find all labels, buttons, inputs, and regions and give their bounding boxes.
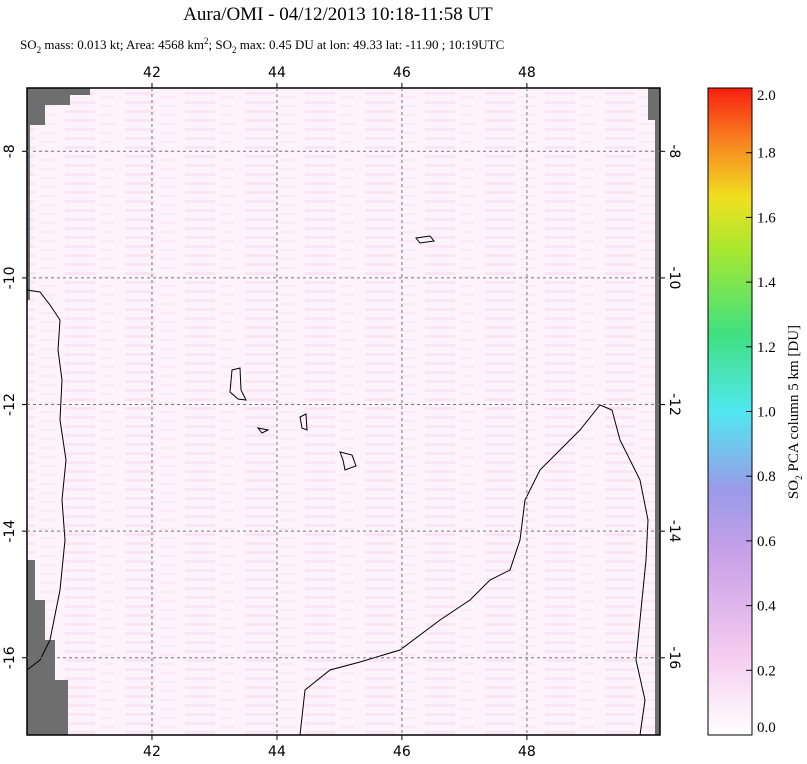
no-data xyxy=(27,560,68,735)
subtitle-sub: 2 xyxy=(37,45,42,55)
colorbar-tick-label: 0.6 xyxy=(757,534,776,550)
y-tick-label: -8 xyxy=(2,144,18,158)
map xyxy=(26,88,660,736)
colorbar-tick-label: 1.6 xyxy=(757,210,776,226)
x-tick-label: 48 xyxy=(518,65,536,81)
y-tick-label: -14 xyxy=(2,520,18,543)
colorbar-tick-label: 1.0 xyxy=(757,405,776,421)
x-tick-label: 46 xyxy=(393,744,411,759)
colorbar-tick-label: 1.2 xyxy=(757,340,776,356)
x-tick-label: 44 xyxy=(268,744,286,759)
x-tick-label: 42 xyxy=(143,65,161,81)
colorbar-tick-label: 1.8 xyxy=(757,146,776,162)
subtitle-sup: 2 xyxy=(204,36,209,46)
x-tick-label: 44 xyxy=(268,65,286,81)
y-tick-label: -8 xyxy=(666,144,682,158)
colorbar-label: SO2 PCA column 5 km [DU] xyxy=(786,325,804,499)
subtitle-part: mass: 0.013 kt; Area: 4568 km xyxy=(41,37,204,52)
coastline xyxy=(299,404,649,736)
colorbar-tick-label: 0.0 xyxy=(757,720,776,736)
title: Aura/OMI - 04/12/2013 10:18-11:58 UT xyxy=(183,4,493,25)
label-part: SO xyxy=(786,480,802,499)
subtitle-part: max: 0.45 DU at lon: 49.33 lat: -11.90 ;… xyxy=(236,37,504,52)
x-tick-label: 48 xyxy=(518,744,536,759)
label-part: PCA column 5 km [DU] xyxy=(786,325,802,475)
y-tick-label: -10 xyxy=(666,266,682,289)
subtitle-part: ; SO xyxy=(208,37,231,52)
y-tick-label: -16 xyxy=(666,646,682,669)
y-tick-label: -10 xyxy=(2,266,18,289)
y-tick-label: -12 xyxy=(666,393,682,416)
subtitle-sub: 2 xyxy=(232,45,237,55)
so2-field xyxy=(27,88,660,735)
islands xyxy=(229,235,435,471)
colorbar xyxy=(707,87,753,736)
y-tick-label: -14 xyxy=(666,520,682,543)
x-tick-label: 42 xyxy=(143,744,161,759)
colorbar-tick-label: 0.8 xyxy=(757,469,776,485)
subtitle-part: SO xyxy=(20,37,37,52)
no-data xyxy=(648,88,660,735)
colorbar-tick-label: 2.0 xyxy=(757,88,776,104)
colorbar-tick-label: 0.4 xyxy=(757,599,776,615)
coastline xyxy=(26,289,67,671)
colorbar-tick-label: 0.2 xyxy=(757,663,776,679)
map-frame xyxy=(26,87,661,736)
x-tick-label: 46 xyxy=(393,65,411,81)
no-data xyxy=(27,88,90,300)
subtitle: SO2 mass: 0.013 kt; Area: 4568 km2; SO2 … xyxy=(20,36,504,55)
colorbar-tick-label: 1.4 xyxy=(757,275,776,291)
y-tick-label: -12 xyxy=(2,393,18,416)
label-sub: 2 xyxy=(794,475,804,480)
y-tick-label: -16 xyxy=(2,646,18,669)
